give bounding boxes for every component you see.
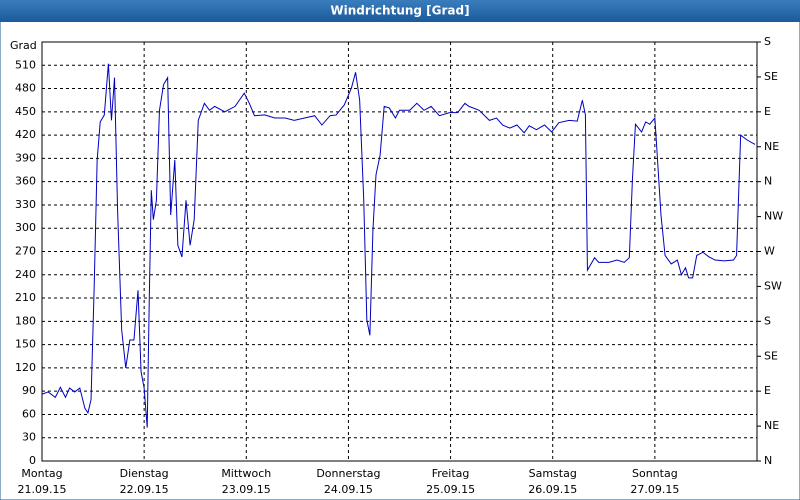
y-tick-label: 180 bbox=[15, 314, 36, 327]
y-tick-label: 210 bbox=[15, 291, 36, 304]
y2-tick-label: NE bbox=[764, 419, 779, 432]
y-tick-label: 480 bbox=[15, 82, 36, 95]
y2-tick-label: SE bbox=[764, 349, 778, 362]
x-tick-date: 22.09.15 bbox=[120, 483, 169, 496]
x-tick-label: Dienstag bbox=[120, 467, 169, 480]
y2-tick-label: S bbox=[764, 35, 771, 48]
y-tick-label: 270 bbox=[15, 245, 36, 258]
y-tick-label: 30 bbox=[22, 431, 36, 444]
x-tick-label: Donnerstag bbox=[316, 467, 380, 480]
y-tick-label: 60 bbox=[22, 407, 36, 420]
header bbox=[0, 0, 800, 22]
y2-tick-label: NE bbox=[764, 140, 779, 153]
y-tick-label: 360 bbox=[15, 175, 36, 188]
y-tick-label: 300 bbox=[15, 221, 36, 234]
y-tick-label: 150 bbox=[15, 338, 36, 351]
y-tick-label: 420 bbox=[15, 128, 36, 141]
data-line bbox=[41, 63, 756, 428]
x-tick-date: 24.09.15 bbox=[324, 483, 373, 496]
x-tick-date: 25.09.15 bbox=[426, 483, 475, 496]
y-tick-label: 240 bbox=[15, 268, 36, 281]
y-tick-label: 330 bbox=[15, 198, 36, 211]
y2-tick-label: S bbox=[764, 314, 771, 327]
x-tick-label: Mittwoch bbox=[221, 467, 271, 480]
y-tick-label: 510 bbox=[15, 58, 36, 71]
x-tick-date: 23.09.15 bbox=[222, 483, 271, 496]
y2-tick-label: E bbox=[764, 384, 771, 397]
x-tick-label: Freitag bbox=[432, 467, 470, 480]
y-tick-label: 450 bbox=[15, 105, 36, 118]
x-tick-label: Sonntag bbox=[632, 467, 678, 480]
y2-tick-label: SE bbox=[764, 70, 778, 83]
y2-tick-label: N bbox=[764, 454, 772, 467]
y-tick-label: 90 bbox=[22, 384, 36, 397]
y-tick-label: 390 bbox=[15, 151, 36, 164]
y2-tick-label: W bbox=[764, 245, 775, 258]
chart-title: Windrichtung [Grad] bbox=[330, 4, 469, 18]
x-tick-label: Montag bbox=[21, 467, 62, 480]
y2-tick-label: NW bbox=[764, 210, 783, 223]
plot-frame bbox=[41, 41, 758, 462]
y2-tick-label: N bbox=[764, 175, 772, 188]
y-tick-label: 120 bbox=[15, 361, 36, 374]
y-axis-label: Grad bbox=[10, 39, 37, 52]
x-tick-label: Samstag bbox=[529, 467, 577, 480]
x-tick-date: 27.09.15 bbox=[630, 483, 679, 496]
y2-tick-label: SW bbox=[764, 279, 782, 292]
x-tick-date: 21.09.15 bbox=[18, 483, 67, 496]
x-tick-date: 26.09.15 bbox=[528, 483, 577, 496]
y2-tick-label: E bbox=[764, 105, 771, 118]
y-tick-label: 0 bbox=[29, 454, 36, 467]
